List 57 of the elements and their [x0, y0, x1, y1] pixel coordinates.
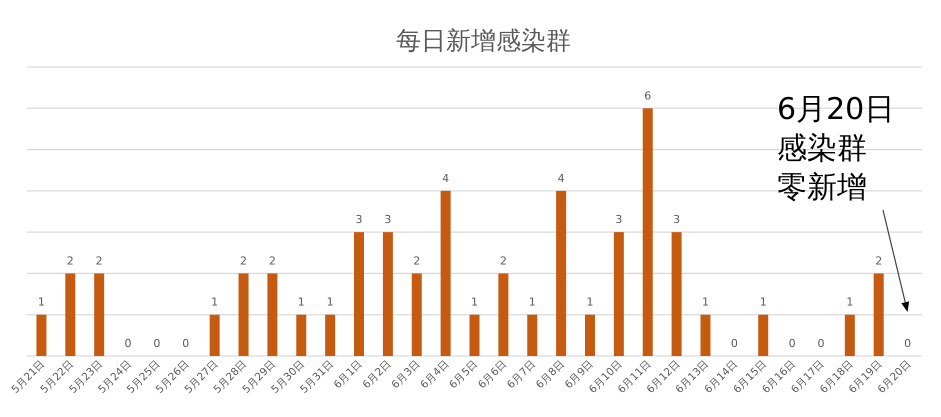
- data-label: 0: [788, 337, 796, 350]
- bar: [210, 314, 220, 356]
- bar: [65, 273, 76, 356]
- bar: [672, 232, 682, 356]
- bar: [758, 314, 768, 356]
- bar: [498, 273, 508, 356]
- bar: [556, 190, 566, 356]
- data-label: 2: [96, 254, 103, 268]
- bar: [325, 314, 336, 356]
- data-label: 3: [356, 213, 363, 226]
- bar: [527, 314, 538, 356]
- data-label: 1: [326, 296, 334, 309]
- data-label: 6: [644, 89, 652, 102]
- data-label: 2: [875, 254, 882, 268]
- data-label: 0: [904, 337, 912, 350]
- data-label: 2: [413, 254, 420, 268]
- bar: [238, 273, 249, 356]
- data-label: 1: [211, 296, 218, 309]
- data-label: 1: [528, 296, 536, 309]
- data-label: 0: [182, 337, 190, 350]
- data-label: 2: [268, 254, 276, 268]
- chart-title: 每日新增感染群: [396, 26, 571, 55]
- data-label: 4: [442, 172, 450, 185]
- data-label: 3: [384, 213, 392, 226]
- bar: [382, 232, 393, 356]
- bar: [470, 314, 480, 356]
- bar: [267, 273, 278, 356]
- bar: [584, 314, 595, 356]
- data-label: 3: [673, 213, 680, 226]
- bar: [844, 314, 855, 356]
- data-label: 2: [240, 254, 248, 268]
- data-label: 2: [500, 254, 507, 268]
- bar: [354, 232, 364, 356]
- bar: [614, 232, 624, 356]
- data-label: 1: [471, 296, 478, 309]
- data-label: 1: [846, 296, 854, 309]
- data-label: 0: [730, 337, 738, 350]
- data-label: 0: [124, 337, 132, 350]
- data-label: 0: [817, 337, 824, 350]
- data-label: 1: [760, 296, 767, 309]
- data-label: 1: [586, 296, 594, 309]
- data-label: 0: [153, 337, 160, 350]
- data-label: 4: [558, 172, 565, 185]
- bar: [94, 273, 104, 356]
- bar: [642, 108, 653, 356]
- bar: [36, 314, 46, 356]
- bar: [440, 190, 451, 356]
- bar: [296, 314, 306, 356]
- data-label: 1: [38, 296, 45, 309]
- bar: [412, 273, 422, 356]
- annotation: 6月20日感染群零新增: [777, 92, 894, 205]
- data-label: 2: [66, 254, 74, 268]
- data-label: 1: [702, 296, 709, 309]
- bar: [700, 314, 710, 356]
- bar: [874, 273, 884, 356]
- data-label: 3: [615, 213, 622, 226]
- data-label: 1: [298, 296, 305, 309]
